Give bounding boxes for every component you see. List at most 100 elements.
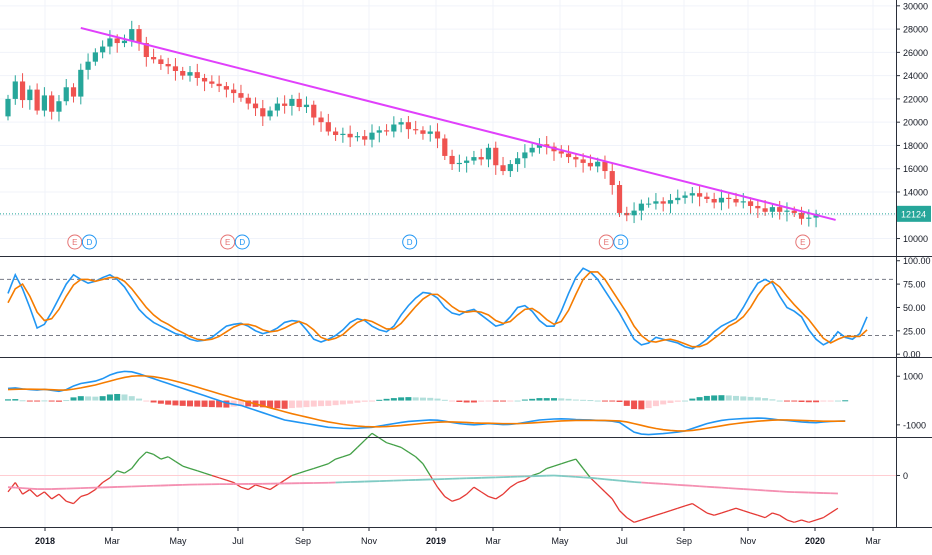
indicator-panel[interactable] xyxy=(0,433,896,522)
candle-body[interactable] xyxy=(297,99,302,107)
candle-body[interactable] xyxy=(435,131,440,138)
candle-body[interactable] xyxy=(107,38,112,46)
candle-body[interactable] xyxy=(209,81,214,83)
candle-body[interactable] xyxy=(595,162,600,167)
candle-body[interactable] xyxy=(369,133,374,140)
candle-body[interactable] xyxy=(27,90,32,100)
candle-body[interactable] xyxy=(399,122,404,124)
candle-body[interactable] xyxy=(391,125,396,132)
candle-body[interactable] xyxy=(217,84,222,86)
candle-body[interactable] xyxy=(85,62,90,70)
candle-body[interactable] xyxy=(151,57,156,59)
price-axis[interactable]: 3000028000260002400022000200001800016000… xyxy=(896,1,931,481)
candle-body[interactable] xyxy=(384,130,389,131)
stoch-series-k[interactable] xyxy=(8,268,867,348)
candle-body[interactable] xyxy=(682,195,687,197)
candle-body[interactable] xyxy=(78,70,83,97)
candle-body[interactable] xyxy=(508,164,513,171)
candle-body[interactable] xyxy=(246,98,251,104)
candle-body[interactable] xyxy=(282,104,287,106)
candle-body[interactable] xyxy=(486,148,491,160)
candle-body[interactable] xyxy=(362,136,367,139)
candle-body[interactable] xyxy=(231,90,236,93)
trendline[interactable] xyxy=(81,28,836,220)
candle-body[interactable] xyxy=(442,138,447,155)
candle-body[interactable] xyxy=(661,201,666,203)
candle-body[interactable] xyxy=(64,87,69,101)
candle-body[interactable] xyxy=(42,95,47,110)
candle-body[interactable] xyxy=(792,211,797,213)
candle-body[interactable] xyxy=(653,201,658,203)
candle-body[interactable] xyxy=(741,201,746,202)
candle-body[interactable] xyxy=(770,207,775,212)
candle-body[interactable] xyxy=(93,52,98,61)
candle-body[interactable] xyxy=(115,38,120,43)
candle-body[interactable] xyxy=(355,136,360,137)
candle-body[interactable] xyxy=(202,78,207,81)
candle-body[interactable] xyxy=(726,198,731,199)
candle-body[interactable] xyxy=(173,66,178,71)
candle-body[interactable] xyxy=(755,206,760,208)
candle-body[interactable] xyxy=(479,157,484,159)
candle-body[interactable] xyxy=(187,72,192,75)
candle-body[interactable] xyxy=(646,204,651,205)
candle-body[interactable] xyxy=(631,211,636,216)
candle-body[interactable] xyxy=(340,134,345,135)
candle-body[interactable] xyxy=(457,163,462,164)
candle-body[interactable] xyxy=(602,162,607,171)
candle-body[interactable] xyxy=(610,171,615,185)
candle-body[interactable] xyxy=(136,29,141,43)
candle-body[interactable] xyxy=(180,71,185,76)
macd-panel[interactable] xyxy=(5,371,848,434)
candle-body[interactable] xyxy=(581,159,586,162)
candle-body[interactable] xyxy=(304,105,309,107)
candle-body[interactable] xyxy=(617,185,622,213)
candle-body[interactable] xyxy=(763,208,768,211)
candle-body[interactable] xyxy=(158,59,163,64)
candle-body[interactable] xyxy=(522,152,527,158)
candle-body[interactable] xyxy=(530,148,535,153)
candle-body[interactable] xyxy=(311,105,316,118)
candle-body[interactable] xyxy=(71,87,76,96)
candle-body[interactable] xyxy=(719,198,724,203)
candle-body[interactable] xyxy=(566,154,571,157)
candle-body[interactable] xyxy=(573,157,578,159)
candle-body[interactable] xyxy=(318,118,323,123)
candle-body[interactable] xyxy=(639,204,644,211)
candle-body[interactable] xyxy=(675,198,680,200)
candle-body[interactable] xyxy=(500,165,505,171)
candle-body[interactable] xyxy=(100,47,105,53)
candle-body[interactable] xyxy=(449,156,454,164)
candle-body[interactable] xyxy=(166,64,171,66)
candle-body[interactable] xyxy=(697,193,702,196)
candle-body[interactable] xyxy=(253,104,258,109)
candle-body[interactable] xyxy=(413,129,418,130)
candle-body[interactable] xyxy=(238,93,243,98)
candle-body[interactable] xyxy=(275,104,280,111)
candle-body[interactable] xyxy=(348,134,353,137)
candle-body[interactable] xyxy=(49,95,54,111)
candle-body[interactable] xyxy=(20,81,25,100)
candle-body[interactable] xyxy=(588,163,593,166)
candle-body[interactable] xyxy=(267,111,272,117)
candle-body[interactable] xyxy=(690,193,695,195)
candle-body[interactable] xyxy=(704,197,709,199)
candle-body[interactable] xyxy=(777,207,782,212)
macd-series-signal[interactable] xyxy=(8,376,845,431)
candle-body[interactable] xyxy=(260,108,265,116)
candle-body[interactable] xyxy=(333,131,338,134)
candle-body[interactable] xyxy=(515,158,520,164)
candle-body[interactable] xyxy=(493,148,498,165)
candle-body[interactable] xyxy=(420,130,425,133)
candle-body[interactable] xyxy=(224,86,229,89)
candle-body[interactable] xyxy=(806,218,811,219)
candle-body[interactable] xyxy=(668,200,673,203)
candle-body[interactable] xyxy=(471,157,476,160)
candle-body[interactable] xyxy=(428,131,433,133)
candle-body[interactable] xyxy=(784,211,789,212)
candle-body[interactable] xyxy=(13,81,18,98)
stochastic-panel[interactable] xyxy=(0,268,896,348)
candle-body[interactable] xyxy=(129,29,134,41)
